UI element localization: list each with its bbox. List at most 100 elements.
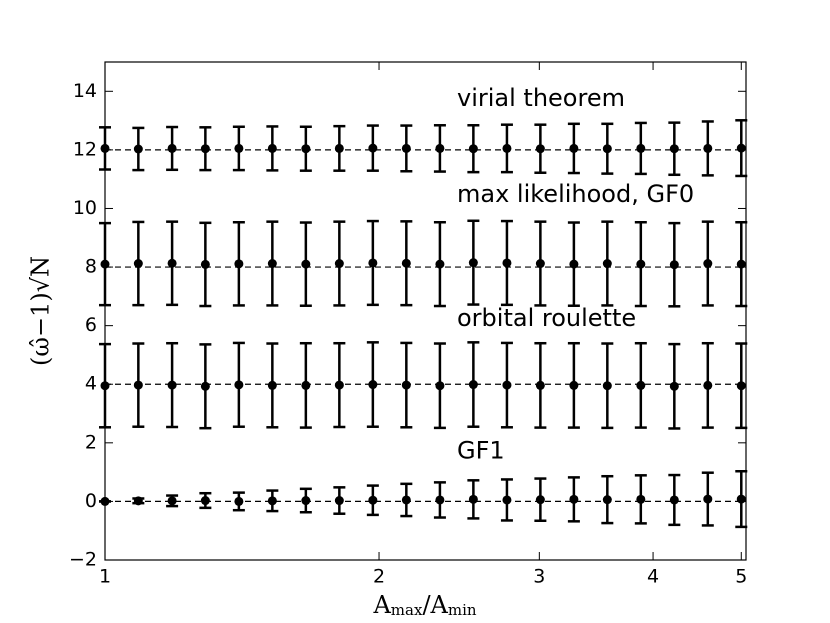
point (736, 381, 746, 391)
point (167, 258, 177, 268)
point (334, 496, 344, 506)
point (200, 496, 210, 506)
point (703, 494, 713, 504)
y-tick-label: 14 (73, 80, 97, 102)
point (167, 143, 177, 153)
point (301, 380, 311, 390)
point (636, 143, 646, 153)
point (267, 143, 277, 153)
x-tick-label: 3 (533, 566, 545, 588)
point (368, 495, 378, 505)
x-tick-label: 2 (373, 566, 385, 588)
point (267, 259, 277, 269)
point (133, 259, 143, 269)
x-tick-label: 1 (99, 566, 111, 588)
point (234, 380, 244, 390)
point (133, 496, 143, 506)
point (502, 495, 512, 505)
point (234, 143, 244, 153)
point (636, 259, 646, 269)
x-label-part: max (391, 601, 423, 619)
point (669, 260, 679, 270)
point (435, 143, 445, 153)
point (334, 143, 344, 153)
y-tick-label: 12 (73, 138, 97, 160)
point (703, 380, 713, 390)
point (401, 258, 411, 268)
x-tick-label: 5 (735, 566, 747, 588)
point (435, 259, 445, 269)
x-label-part: /A (422, 591, 448, 619)
point (368, 258, 378, 268)
point (401, 380, 411, 390)
y-tick-label: 10 (73, 197, 97, 219)
point (401, 143, 411, 153)
point (435, 495, 445, 505)
point (234, 259, 244, 269)
point (234, 496, 244, 506)
point (301, 496, 311, 506)
point (502, 380, 512, 390)
point (167, 380, 177, 390)
y-tick-label: −2 (69, 549, 97, 571)
point (736, 143, 746, 153)
point (602, 381, 612, 391)
point (468, 380, 478, 390)
point (301, 144, 311, 154)
y-tick-label: 4 (85, 373, 97, 395)
y-tick-label: 0 (85, 490, 97, 512)
point (200, 259, 210, 269)
point (569, 380, 579, 390)
y-tick-label: 2 (85, 431, 97, 453)
series-label: max likelihood, GF0 (457, 180, 694, 208)
point (602, 144, 612, 154)
point (736, 259, 746, 269)
point (535, 495, 545, 505)
series-label: GF1 (457, 436, 505, 464)
point (703, 143, 713, 153)
y-tick-label: 8 (85, 256, 97, 278)
series-label: virial theorem (457, 84, 625, 112)
point (736, 494, 746, 504)
point (200, 381, 210, 391)
point (669, 381, 679, 391)
y-tick-label: 6 (85, 314, 97, 336)
point (401, 495, 411, 505)
point (368, 143, 378, 153)
x-label-part: min (448, 601, 477, 619)
point (468, 144, 478, 154)
point (133, 380, 143, 390)
point (535, 259, 545, 269)
point (301, 259, 311, 269)
point (368, 380, 378, 390)
point (502, 143, 512, 153)
point (133, 144, 143, 154)
point (669, 495, 679, 505)
point (535, 144, 545, 154)
x-label-part: A (372, 591, 391, 619)
plot-frame (104, 61, 747, 561)
point (636, 380, 646, 390)
point (468, 258, 478, 268)
point (435, 381, 445, 391)
y-axis-label: (ω̂−1)√N (27, 256, 55, 366)
point (334, 259, 344, 269)
point (167, 496, 177, 506)
point (334, 380, 344, 390)
x-tick-label: 4 (647, 566, 659, 588)
point (602, 259, 612, 269)
point (602, 495, 612, 505)
point (669, 144, 679, 154)
point (200, 144, 210, 154)
point (468, 494, 478, 504)
point (535, 380, 545, 390)
point (267, 380, 277, 390)
point (703, 259, 713, 269)
point (569, 259, 579, 269)
x-axis-label: Amax/Amin (372, 591, 476, 620)
point (569, 143, 579, 153)
point (502, 258, 512, 268)
point (636, 494, 646, 504)
